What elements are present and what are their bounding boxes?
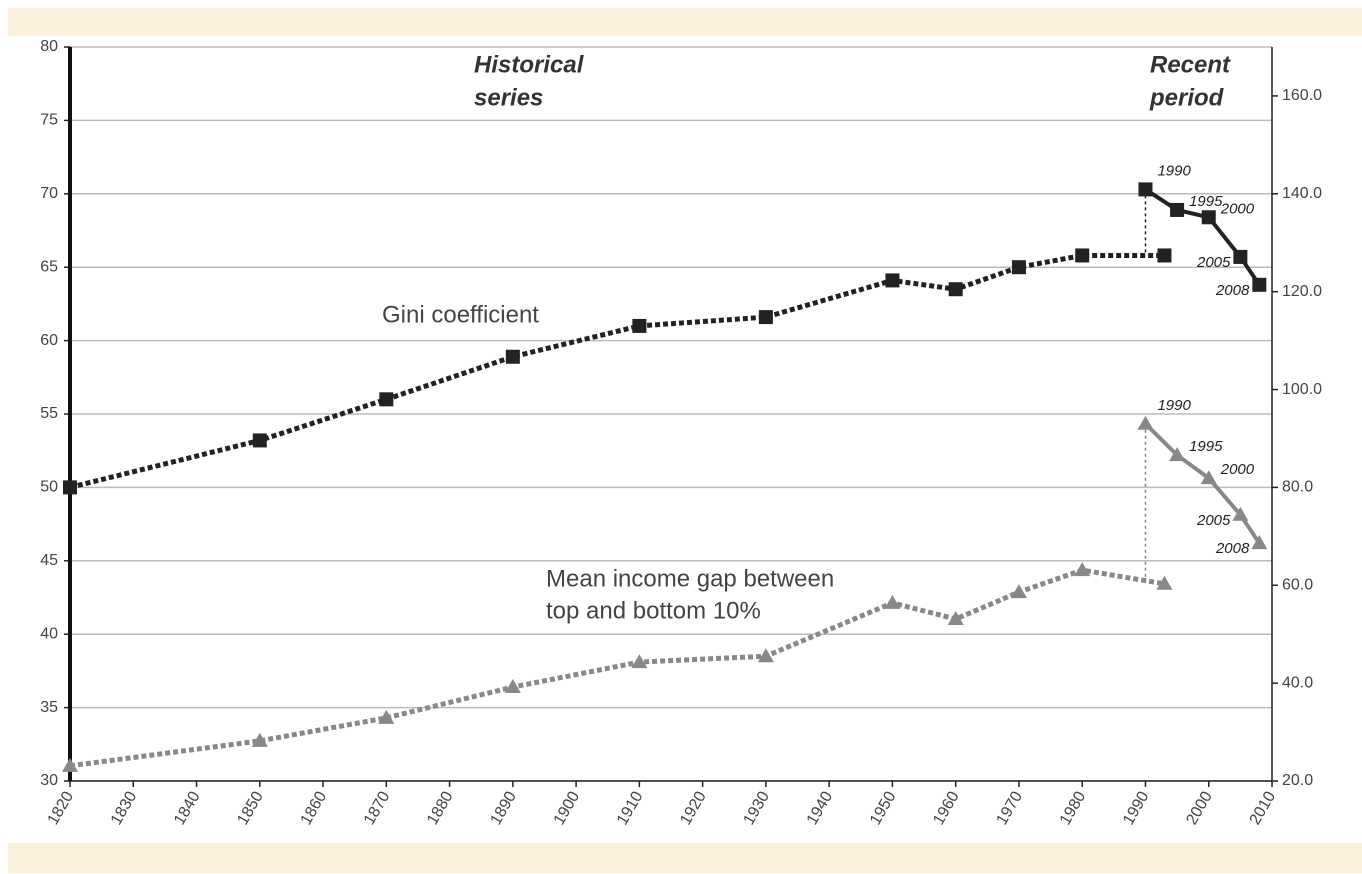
x-tick-label: 1870 bbox=[361, 789, 394, 828]
y-tick-label: 80 bbox=[40, 38, 58, 55]
x-tick-label: 1830 bbox=[108, 789, 141, 828]
historical-label: series bbox=[474, 84, 543, 111]
y-tick-label: 45 bbox=[40, 552, 58, 569]
historical-label: Historical bbox=[474, 51, 585, 78]
marker bbox=[62, 757, 78, 772]
marker bbox=[1233, 249, 1248, 264]
marker bbox=[1200, 470, 1217, 485]
y2-tick-label: 80.0 bbox=[1282, 479, 1313, 496]
marker bbox=[948, 282, 963, 297]
bottom-band bbox=[8, 843, 1362, 873]
marker bbox=[1251, 535, 1268, 550]
x-tick-label: 1990 bbox=[1120, 789, 1153, 828]
marker bbox=[1137, 415, 1154, 430]
marker bbox=[1201, 210, 1216, 225]
y2-tick-label: 40.0 bbox=[1282, 674, 1313, 691]
x-tick-label: 1880 bbox=[424, 789, 457, 828]
marker bbox=[947, 611, 964, 626]
year-label: 1990 bbox=[1157, 162, 1191, 179]
marker bbox=[1170, 202, 1185, 217]
marker bbox=[1138, 182, 1153, 197]
marker bbox=[884, 594, 901, 609]
y-tick-label: 60 bbox=[40, 332, 58, 349]
y-tick-label: 40 bbox=[40, 625, 58, 642]
y-tick-label: 55 bbox=[40, 405, 58, 422]
year-label: 2000 bbox=[1220, 461, 1255, 478]
recent-label: period bbox=[1149, 84, 1225, 111]
marker bbox=[1169, 447, 1186, 462]
series-label: Gini coefficient bbox=[382, 301, 539, 328]
x-tick-label: 2000 bbox=[1183, 789, 1216, 828]
x-tick-label: 1920 bbox=[677, 789, 710, 828]
x-tick-label: 1910 bbox=[614, 789, 647, 828]
year-label: 2000 bbox=[1220, 200, 1255, 217]
x-tick-label: 1960 bbox=[930, 789, 963, 828]
y-tick-label: 65 bbox=[40, 258, 58, 275]
year-label: 2005 bbox=[1196, 512, 1231, 529]
marker bbox=[885, 273, 900, 288]
year-label: 2008 bbox=[1215, 540, 1250, 557]
x-tick-label: 1980 bbox=[1057, 789, 1090, 828]
marker bbox=[1074, 562, 1091, 577]
y2-tick-label: 100.0 bbox=[1282, 381, 1322, 398]
marker bbox=[1232, 506, 1249, 521]
x-tick-label: 1890 bbox=[487, 789, 520, 828]
marker bbox=[1075, 248, 1090, 263]
year-label: 1995 bbox=[1189, 193, 1223, 210]
x-tick-label: 1970 bbox=[994, 789, 1027, 828]
marker bbox=[378, 709, 395, 724]
y-tick-label: 70 bbox=[40, 185, 58, 202]
year-label: 1995 bbox=[1189, 438, 1223, 455]
y2-tick-label: 160.0 bbox=[1282, 87, 1322, 104]
marker bbox=[757, 648, 774, 663]
y2-tick-label: 60.0 bbox=[1282, 576, 1313, 593]
y-tick-label: 50 bbox=[40, 479, 58, 496]
y-tick-label: 30 bbox=[40, 772, 58, 789]
recent-label: Recent bbox=[1150, 51, 1231, 78]
marker bbox=[758, 310, 773, 325]
marker bbox=[505, 349, 520, 364]
marker bbox=[252, 433, 267, 448]
y-tick-label: 75 bbox=[40, 112, 58, 129]
y2-tick-label: 120.0 bbox=[1282, 283, 1322, 300]
x-tick-label: 1940 bbox=[804, 789, 837, 828]
marker bbox=[379, 392, 394, 407]
x-tick-label: 1900 bbox=[551, 789, 584, 828]
historical-line bbox=[69, 252, 1165, 490]
y2-tick-label: 20.0 bbox=[1282, 772, 1313, 789]
year-label: 2005 bbox=[1196, 254, 1231, 271]
x-tick-label: 1950 bbox=[867, 789, 900, 828]
series-label: Mean income gap between bbox=[546, 565, 834, 592]
series-label: top and bottom 10% bbox=[546, 597, 761, 624]
top-band bbox=[8, 8, 1362, 36]
marker bbox=[1156, 575, 1173, 590]
marker bbox=[1010, 584, 1027, 599]
marker bbox=[632, 318, 647, 333]
marker bbox=[251, 732, 268, 747]
marker bbox=[1011, 260, 1026, 275]
x-tick-label: 1860 bbox=[298, 789, 331, 828]
x-tick-label: 1820 bbox=[45, 789, 78, 828]
marker bbox=[1157, 248, 1172, 263]
year-label: 2008 bbox=[1215, 282, 1250, 299]
x-tick-label: 1850 bbox=[234, 789, 267, 828]
year-label: 1990 bbox=[1157, 397, 1191, 414]
marker bbox=[63, 480, 77, 495]
y2-tick-label: 140.0 bbox=[1282, 185, 1322, 202]
y-tick-label: 35 bbox=[40, 699, 58, 716]
x-tick-label: 2010 bbox=[1247, 789, 1280, 828]
marker bbox=[1252, 277, 1267, 292]
x-tick-label: 1840 bbox=[171, 789, 204, 828]
marker bbox=[631, 654, 648, 669]
x-tick-label: 1930 bbox=[740, 789, 773, 828]
marker bbox=[504, 679, 521, 694]
